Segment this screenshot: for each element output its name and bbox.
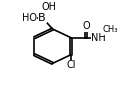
Text: Cl: Cl [66, 60, 76, 70]
Text: HO: HO [22, 13, 37, 23]
Text: CH₃: CH₃ [103, 26, 118, 34]
Text: NH: NH [91, 33, 106, 43]
Text: O: O [82, 21, 90, 31]
Text: OH: OH [42, 2, 57, 12]
Text: B: B [38, 13, 46, 23]
